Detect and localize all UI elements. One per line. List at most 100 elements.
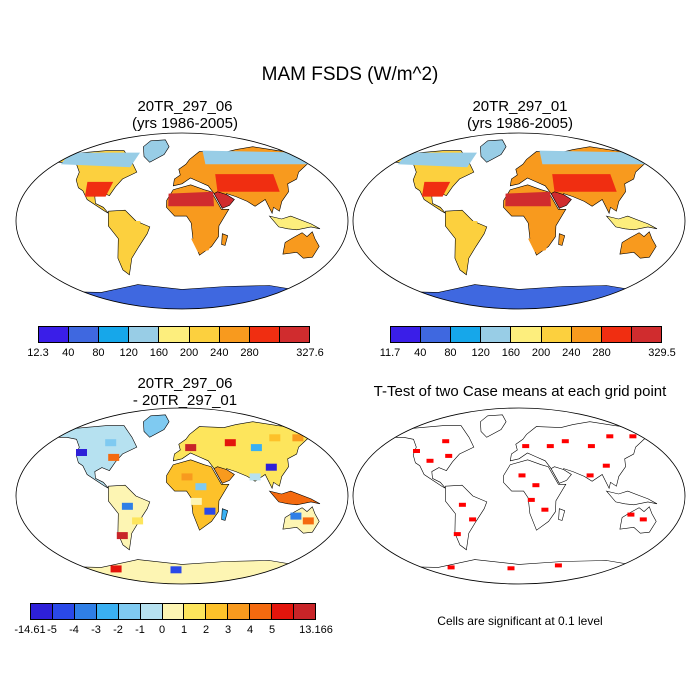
diff-cell — [76, 449, 87, 456]
landmass-arabia — [213, 466, 235, 484]
colorbar-tick-label: 3 — [224, 624, 232, 636]
significant-cell — [627, 512, 635, 517]
colorbar-swatch — [118, 604, 141, 619]
panel1-title-line2: (yrs 1986-2005) — [132, 115, 238, 132]
landmass-indonesia — [268, 490, 321, 506]
landmass-antarctica — [396, 559, 642, 584]
diff-cell — [108, 453, 120, 461]
map-border — [15, 407, 349, 585]
colorbar-tick-label: -5 — [47, 624, 57, 636]
landmass-antarctica — [59, 559, 305, 584]
landmass-greenland — [143, 414, 170, 438]
significant-cell — [458, 502, 466, 507]
colorbar-swatch — [159, 327, 190, 342]
field-region — [505, 191, 551, 207]
map-border — [15, 132, 349, 310]
diff-cell — [224, 439, 236, 447]
colorbar-swatch — [129, 327, 160, 342]
landmass-antarctica — [59, 284, 305, 309]
colorbar-swatch — [39, 327, 70, 342]
colorbar-swatch — [481, 327, 512, 342]
field-region — [449, 221, 478, 236]
diff-cell — [290, 512, 302, 520]
colorbar-swatch — [162, 604, 185, 619]
significant-cell — [445, 453, 453, 458]
significant-cell — [453, 532, 461, 537]
landmass-madagascar — [558, 233, 566, 246]
diff-cell — [105, 439, 117, 447]
significant-cell — [546, 444, 554, 449]
colorbar-swatch — [99, 327, 130, 342]
colorbar-tick-label: 329.5 — [648, 347, 676, 359]
landmass-australia — [619, 231, 657, 259]
map-panel-4 — [352, 407, 686, 585]
field-region — [168, 191, 214, 207]
colorbar-swatch — [421, 327, 452, 342]
landmass-madagascar — [221, 233, 229, 246]
significant-cell — [413, 449, 420, 453]
colorbar-tick-label: 40 — [414, 347, 427, 359]
colorbar-panel-2 — [390, 326, 662, 343]
colorbar-tick-label: -2 — [113, 624, 123, 636]
colorbar-tick-label: 1 — [180, 624, 188, 636]
field-region — [84, 181, 114, 197]
landmass-indonesia — [268, 215, 321, 231]
significant-cell — [639, 517, 647, 522]
colorbar-swatch — [272, 604, 295, 619]
map-panel-2 — [352, 132, 686, 310]
colorbar-tick-label: 0 — [158, 624, 166, 636]
diff-cell — [204, 507, 216, 515]
landmass-samerica — [444, 484, 488, 551]
colorbar-swatch — [601, 327, 632, 342]
diff-cell — [110, 565, 122, 573]
field-region — [60, 152, 140, 168]
significant-cell — [586, 473, 594, 478]
significant-cell — [602, 463, 610, 468]
colorbar-tick-label: 160 — [149, 347, 169, 359]
colorbar-panel-1 — [38, 326, 310, 343]
colorbar-tick-label: -4 — [69, 624, 79, 636]
landmass-samerica — [444, 209, 488, 276]
colorbar-tick-label: -3 — [91, 624, 101, 636]
diff-cell — [121, 502, 133, 510]
colorbar-ticks-panel-3: -14.61 -5 -4 -3 -2 -1 0 1 2 3 4 5 13.166 — [14, 624, 332, 638]
colorbar-tick-label: 4 — [246, 624, 254, 636]
colorbar-swatch — [206, 604, 229, 619]
panel2-title: 20TR_297_01 (yrs 1986-2005) — [355, 98, 685, 132]
significant-cell — [554, 563, 562, 568]
landmass-samerica — [107, 209, 151, 276]
significant-cell — [518, 473, 526, 478]
diff-cell — [181, 473, 193, 481]
colorbar-tick-label: 120 — [471, 347, 490, 359]
panel3-title: 20TR_297_06 - 20TR_297_01 — [20, 375, 350, 409]
landmass-greenland — [480, 414, 507, 438]
colorbar-tick-label: 240 — [562, 347, 581, 359]
panel2-title-line1: 20TR_297_01 — [472, 98, 568, 115]
significant-cell — [561, 439, 569, 444]
landmass-indonesia — [605, 215, 658, 231]
colorbar-tick-label: 280 — [592, 347, 611, 359]
significant-cell — [507, 566, 515, 571]
panel1-title: 20TR_297_06 (yrs 1986-2005) — [20, 98, 350, 132]
landmass-namerica — [391, 425, 475, 489]
colorbar-tick-label: 160 — [501, 347, 521, 359]
colorbar-swatch — [294, 604, 315, 619]
colorbar-swatch — [219, 327, 250, 342]
landmass-australia — [282, 231, 320, 259]
colorbar-swatch — [31, 604, 53, 619]
panel4-title-line1: T-Test of two Case means at each grid po… — [373, 383, 667, 400]
panel2-title-line2: (yrs 1986-2005) — [467, 115, 573, 132]
colorbar-tick-label: 80 — [444, 347, 457, 359]
diff-cell — [116, 532, 128, 540]
significant-cell — [522, 444, 530, 449]
significant-cell — [442, 439, 450, 444]
diff-cell — [190, 497, 202, 505]
colorbar-swatch — [279, 327, 309, 342]
colorbar-swatch — [96, 604, 119, 619]
significant-cell — [541, 507, 549, 512]
landmass-madagascar — [221, 508, 229, 521]
panel3-title-line2: - 20TR_297_01 — [132, 392, 238, 409]
field-region — [539, 150, 652, 165]
colorbar-ticks-panel-2: 11.7 40 80 120 160 200 240 280 329.5 — [380, 347, 676, 361]
diff-cell — [249, 473, 261, 481]
